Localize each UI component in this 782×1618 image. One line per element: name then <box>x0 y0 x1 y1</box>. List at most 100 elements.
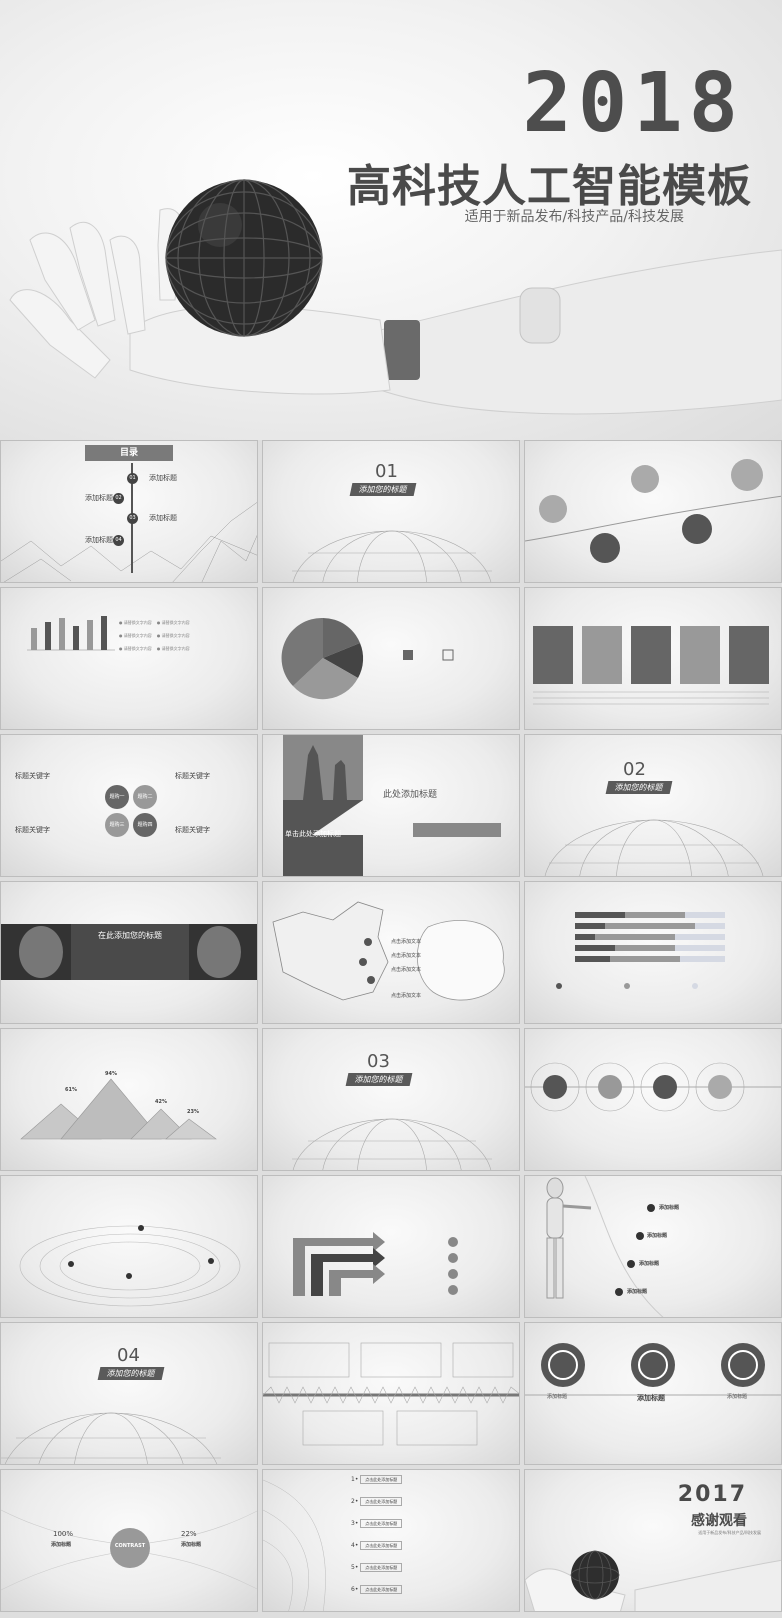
percent-3: 61% <box>65 1087 77 1093</box>
hero-year: 2018 <box>522 56 744 151</box>
banner-graphic <box>1 924 257 980</box>
timeline-graphic <box>525 459 781 563</box>
contrast-center: CONTRAST <box>114 1543 146 1549</box>
circle-1: 题购一 <box>105 785 129 809</box>
percent-2: 42% <box>155 1099 167 1105</box>
contrast-left-percent: 100% <box>53 1530 74 1538</box>
robot-item-2: 添加标题 <box>647 1233 668 1239</box>
list-item[interactable]: 1• 点击此处添加标题 <box>351 1475 403 1498</box>
slide-robot[interactable]: 添加标题 添加标题 添加标题 添加标题 <box>524 1175 782 1318</box>
keyword-1: 标题关键字 <box>15 772 50 780</box>
list-label: 点击此处添加标题 <box>360 1541 403 1550</box>
slide-map[interactable]: 点击添加文本 点击添加文本 点击添加文本 点击添加文本 <box>262 881 520 1024</box>
toc-num-4: 04 <box>113 535 124 546</box>
map-label-4: 点击添加文本 <box>391 993 422 999</box>
slide-circles[interactable] <box>524 1028 782 1171</box>
list-item[interactable]: 3• 点击此处添加标题 <box>351 1519 403 1542</box>
slide-zigzag[interactable] <box>262 1322 520 1465</box>
toc-num-3: 03 <box>127 513 138 524</box>
slide-arrows[interactable] <box>262 1175 520 1318</box>
section-title: 添加您的标题 <box>349 483 417 496</box>
robot-hand-illustration <box>9 179 782 415</box>
list-item[interactable]: 4• 点击此处添加标题 <box>351 1541 403 1564</box>
slide-columns[interactable] <box>524 587 782 730</box>
toc-item-2[interactable]: 添加标题 <box>85 494 113 502</box>
slide-keywords[interactable]: 标题关键字 标题关键字 标题关键字 标题关键字 题购一 题购二 题购三 题购四 <box>0 734 258 877</box>
bar <box>87 620 93 650</box>
slide-thumbnail-grid: 目录 01 添加标题 02 添加标题 03 添加标题 04 添加标题 01 添加… <box>0 440 782 1618</box>
robot-item-4: 添加标题 <box>627 1289 648 1295</box>
bar <box>45 622 51 650</box>
slide-closing[interactable]: 2017 感谢观看 适用于新品发布/科技产品/科技发展 <box>524 1469 782 1612</box>
photo-graphic <box>283 735 501 876</box>
photo-caption: 单击此处添加标题 <box>285 830 341 838</box>
slide-orbit[interactable] <box>0 1175 258 1318</box>
list-label: 点击此处添加标题 <box>360 1497 403 1506</box>
pie-graphic <box>281 617 454 700</box>
keyword-4: 标题关键字 <box>175 826 210 834</box>
slide-hbar[interactable] <box>524 881 782 1024</box>
list-item[interactable]: 2• 点击此处添加标题 <box>351 1497 403 1520</box>
horizontal-bars <box>556 912 725 989</box>
slide-section-02[interactable]: 02 添加您的标题 <box>524 734 782 877</box>
circle-3: 题购三 <box>105 813 129 837</box>
photo-title: 此处添加标题 <box>383 790 438 800</box>
toc-item-1[interactable]: 添加标题 <box>149 474 177 482</box>
closing-subtitle: 适用于新品发布/科技产品/科技发展 <box>698 1530 761 1535</box>
circle-icons <box>525 1062 781 1112</box>
slide-wheels[interactable]: 添加标题 添加标题 添加标题 <box>524 1322 782 1465</box>
closing-title: 感谢观看 <box>691 1513 747 1529</box>
contrast-right-label: 添加标题 <box>181 1542 202 1548</box>
slide-photo[interactable]: 此处添加标题 单击此处添加标题 <box>262 734 520 877</box>
contrast-left-label: 添加标题 <box>51 1542 72 1548</box>
slide-timeline[interactable] <box>524 440 782 583</box>
slide-pie[interactable] <box>262 587 520 730</box>
slide-pyramid[interactable]: 94% 42% 61% 23% <box>0 1028 258 1171</box>
column-boxes <box>533 626 769 705</box>
circle-4: 题购四 <box>133 813 157 837</box>
list-label: 点击此处添加标题 <box>360 1475 403 1484</box>
map-label-3: 点击添加文本 <box>391 967 422 973</box>
toc-num-2: 02 <box>113 493 124 504</box>
keyword-2: 标题关键字 <box>175 772 210 780</box>
slide-section-01[interactable]: 01 添加您的标题 <box>262 440 520 583</box>
slide-section-03[interactable]: 03 添加您的标题 <box>262 1028 520 1171</box>
robot-item-1: 添加标题 <box>659 1205 680 1211</box>
slide-bar-chart[interactable]: ● 请替换文字内容 ● 请替换文字内容 ● 请替换文字内容 ● 请替换文字内容 … <box>0 587 258 730</box>
globe-wireframe <box>292 1118 492 1170</box>
list-label: 点击此处添加标题 <box>360 1585 403 1594</box>
zigzag-timeline <box>263 1342 519 1446</box>
slide-numbered-list[interactable]: 1• 点击此处添加标题 2• 点击此处添加标题 3• 点击此处添加标题 4• 点… <box>262 1469 520 1612</box>
hero-title: 高科技人工智能模板 <box>347 161 752 212</box>
list-num: 4 <box>351 1542 355 1549</box>
title-slide: 2018 高科技人工智能模板 适用于新品发布/科技产品/科技发展 <box>0 0 782 440</box>
hero-subtitle: 适用于新品发布/科技产品/科技发展 <box>464 209 684 225</box>
keyword-3: 标题关键字 <box>15 826 50 834</box>
mountain-graphic <box>20 1078 217 1140</box>
slide-toc[interactable]: 目录 01 添加标题 02 添加标题 03 添加标题 04 添加标题 <box>0 440 258 583</box>
globe-wireframe <box>544 819 764 876</box>
percent-1: 94% <box>105 1071 117 1077</box>
banner-heading: 在此添加您的标题 <box>98 931 162 940</box>
list-item[interactable]: 5• 点击此处添加标题 <box>351 1563 403 1586</box>
slide-section-04[interactable]: 04 添加您的标题 <box>0 1322 258 1465</box>
closing-robot-hand <box>525 1550 781 1611</box>
slide-banner[interactable]: 在此添加您的标题 <box>0 881 258 1024</box>
toc-item-4[interactable]: 添加标题 <box>85 536 113 544</box>
list-num: 6 <box>351 1586 355 1593</box>
circle-2: 题购二 <box>133 785 157 809</box>
list-num: 2 <box>351 1498 355 1505</box>
contrast-graphic <box>1 1509 257 1591</box>
closing-year: 2017 <box>677 1482 747 1507</box>
list-label: 点击此处添加标题 <box>360 1563 403 1572</box>
radial-lines <box>263 1479 326 1611</box>
list-num: 3 <box>351 1520 355 1527</box>
section-title: 添加您的标题 <box>97 1367 165 1380</box>
slide-contrast[interactable]: CONTRAST 100% 22% 添加标题 添加标题 <box>0 1469 258 1612</box>
chart-notes: ● 请替换文字内容 ● 请替换文字内容 ● 请替换文字内容 ● 请替换文字内容 … <box>119 620 190 651</box>
toc-item-3[interactable]: 添加标题 <box>149 514 177 522</box>
section-title: 添加您的标题 <box>605 781 673 794</box>
map-label-1: 点击添加文本 <box>391 939 422 945</box>
list-item[interactable]: 6• 点击此处添加标题 <box>351 1585 403 1608</box>
arrow-steps <box>293 1232 458 1296</box>
